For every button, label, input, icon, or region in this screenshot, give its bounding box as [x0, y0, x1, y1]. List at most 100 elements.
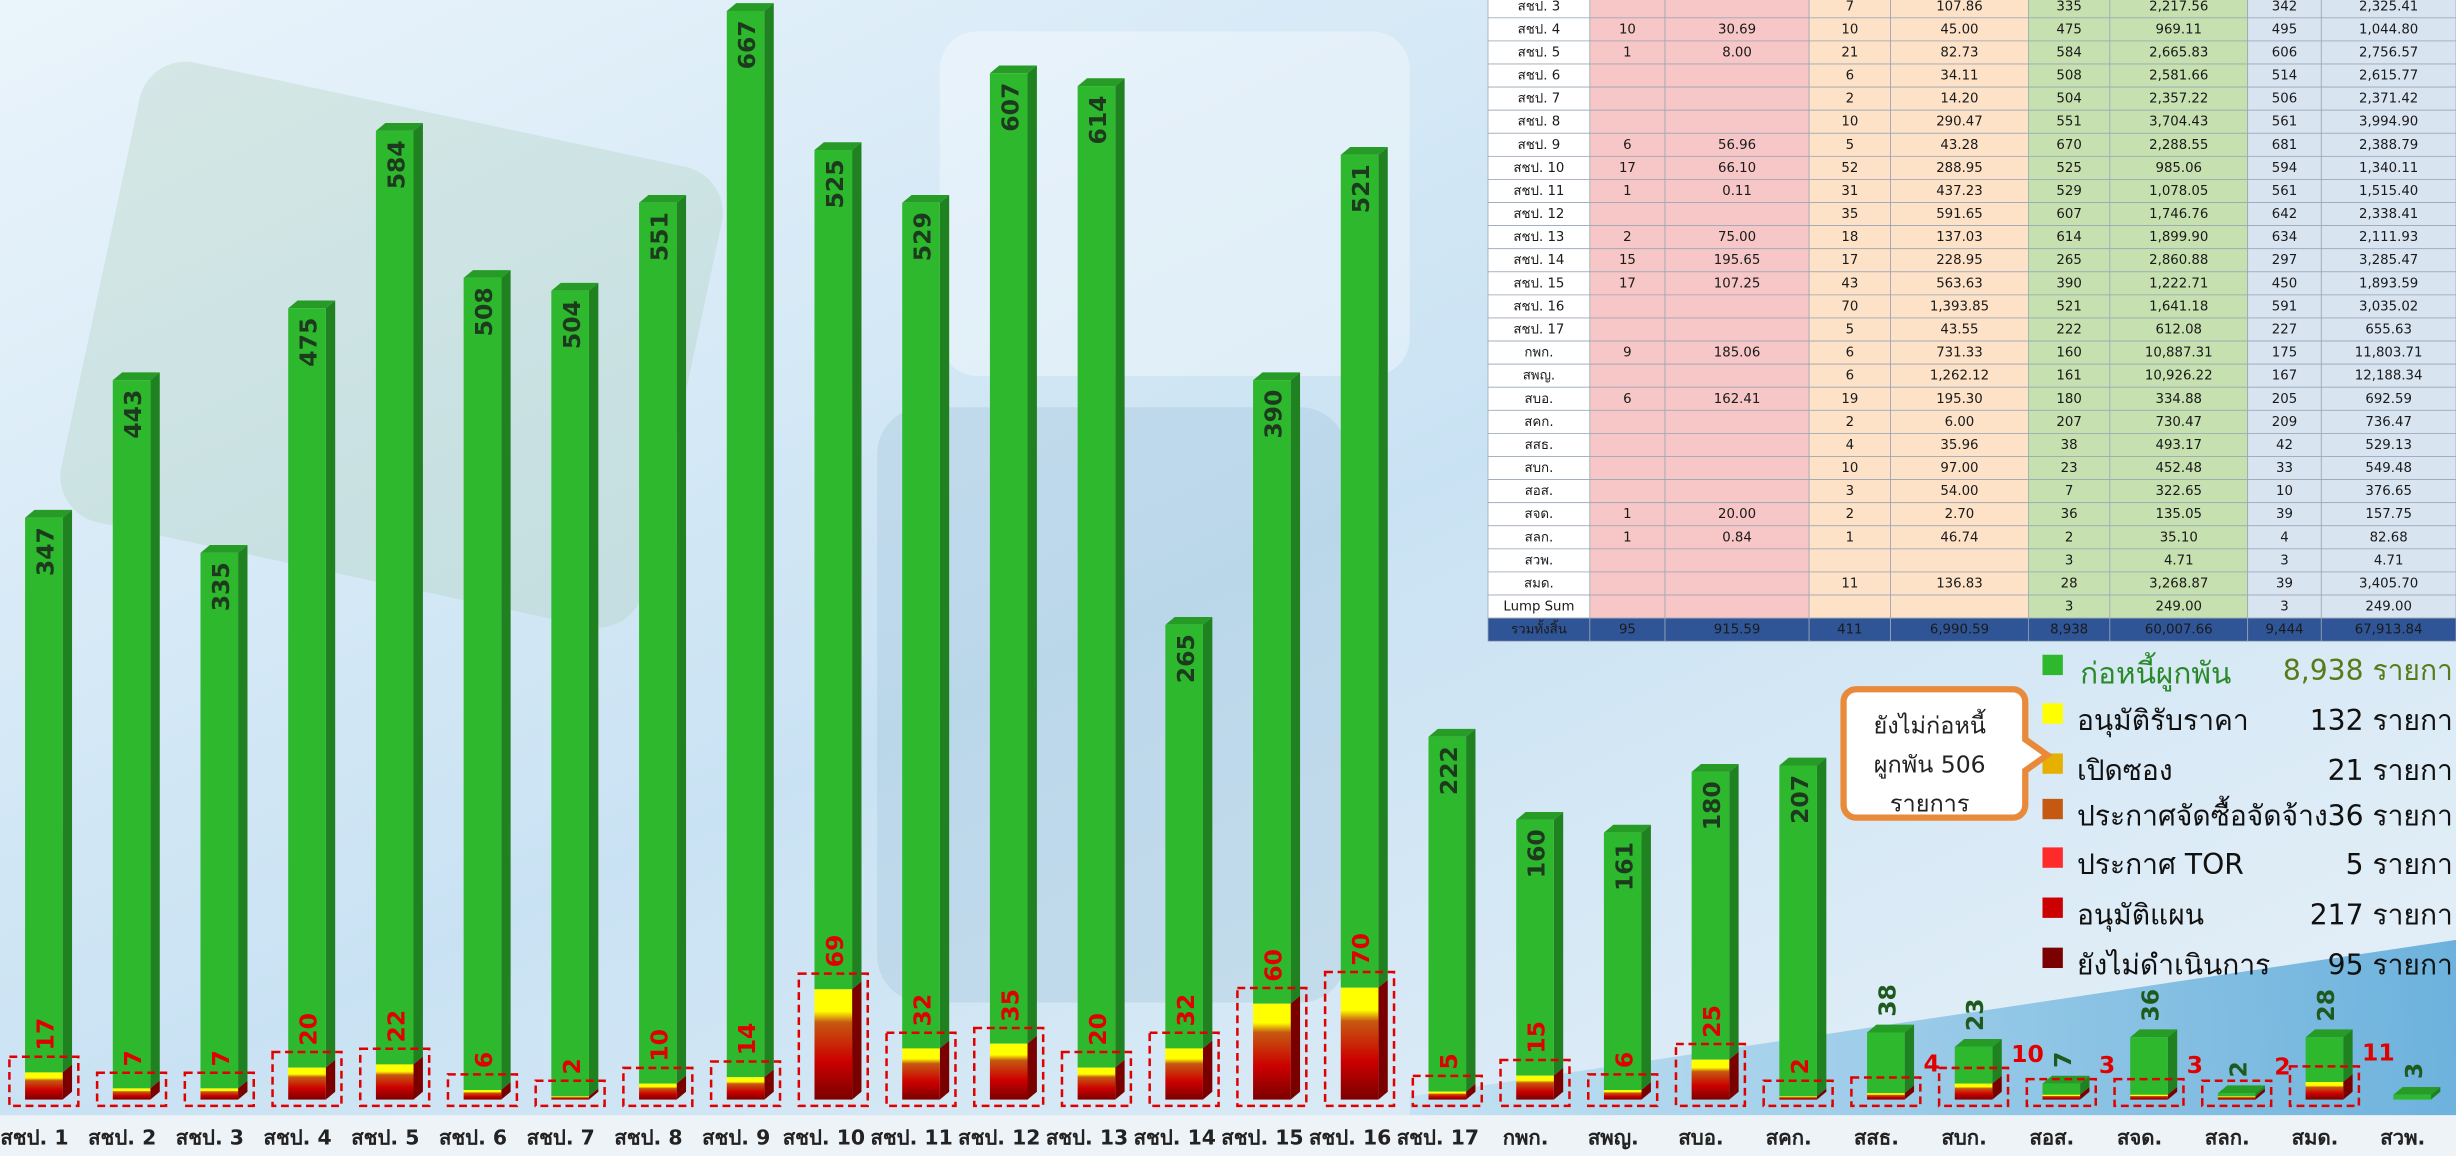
table-cell — [1590, 480, 1665, 503]
table-text: 67,913.84 — [2355, 623, 2423, 638]
pending-bar — [1955, 1084, 1993, 1100]
pending-bar — [288, 1068, 326, 1100]
table-text: 6 — [1623, 392, 1631, 407]
bar-side — [414, 123, 423, 1064]
table-text: 6,990.59 — [1930, 623, 1989, 638]
pending-bar — [1516, 1076, 1554, 1100]
table-text: 612.08 — [2155, 323, 2202, 338]
table-cell — [1891, 595, 2029, 618]
bar-side — [852, 981, 861, 1099]
table-text: 70 — [1841, 299, 1858, 314]
table-text: 614 — [2056, 230, 2081, 245]
table-text: 11,803.71 — [2355, 346, 2423, 361]
table-text: 82.68 — [2370, 530, 2408, 545]
table-text: 2 — [1846, 507, 1854, 522]
pending-label: 20 — [295, 1013, 323, 1046]
table-text: สชป. 4 — [1518, 22, 1561, 37]
bar — [376, 131, 414, 1065]
table-text: 4.71 — [2374, 553, 2404, 568]
table-text: 66.10 — [1718, 161, 1756, 176]
pending-bar — [990, 1044, 1028, 1100]
pending-bar — [1078, 1068, 1116, 1100]
legend-swatch — [2042, 847, 2062, 867]
table-text: 162.41 — [1714, 392, 1761, 407]
table-text: 43.55 — [1940, 323, 1978, 338]
table-text: 334.88 — [2155, 392, 2202, 407]
table-cell — [1665, 480, 1809, 503]
bar-side — [589, 283, 598, 1097]
legend-label: เปิดซอง — [2077, 754, 2173, 787]
x-tick-label: สชป. 3 — [176, 1126, 244, 1150]
table-text: 450 — [2272, 276, 2297, 291]
table-text: 2,371.42 — [2359, 92, 2418, 107]
x-tick-label: สสธ. — [1854, 1126, 1899, 1150]
value-label: 607 — [996, 83, 1024, 132]
value-label: 7 — [2049, 1052, 2077, 1068]
bar — [551, 291, 589, 1097]
legend-swatch — [2042, 655, 2062, 675]
callout-text: รายการ — [1890, 790, 1970, 818]
table-text: 60,007.66 — [2145, 623, 2213, 638]
table-text: 493.17 — [2155, 438, 2202, 453]
table-text: 561 — [2272, 115, 2297, 130]
value-label: 584 — [382, 140, 410, 189]
value-label: 614 — [1084, 95, 1112, 144]
bar-side — [1291, 372, 1300, 1003]
pending-bar — [1779, 1096, 1817, 1099]
table-text: 249.00 — [2155, 600, 2202, 615]
table-text: 3,994.90 — [2359, 115, 2418, 130]
table-text: 506 — [2272, 92, 2297, 107]
table-text: 2.70 — [1945, 507, 1975, 522]
table-text: 1 — [1623, 184, 1631, 199]
table-text: 376.65 — [2365, 484, 2412, 499]
pending-bar — [727, 1077, 765, 1099]
table-cell — [1590, 457, 1665, 480]
table-text: 160 — [2056, 346, 2081, 361]
pending-label: 60 — [1259, 949, 1287, 982]
bar — [1078, 86, 1116, 1068]
legend-count: 8,938 รายกา — [2283, 654, 2453, 687]
table-text: 5 — [1846, 138, 1854, 153]
pending-label: 6 — [1610, 1052, 1638, 1068]
legend-swatch — [2042, 799, 2062, 819]
table-text: 563.63 — [1936, 276, 1983, 291]
bar-side — [1028, 65, 1037, 1043]
bar — [1867, 1032, 1905, 1093]
table-text: 180 — [2056, 392, 2081, 407]
bar — [1955, 1047, 1993, 1084]
x-tick-label: สชป. 13 — [1046, 1126, 1128, 1150]
table-text: 6 — [1846, 369, 1854, 384]
x-tick-label: สชป. 1 — [0, 1126, 68, 1150]
bar-side — [2343, 1029, 2352, 1082]
table-text: 0.11 — [1722, 184, 1752, 199]
table-text: 985.06 — [2155, 161, 2202, 176]
table-text: 75.00 — [1718, 230, 1756, 245]
table-text: 288.95 — [1936, 161, 1983, 176]
table-text: 135.05 — [2155, 507, 2202, 522]
value-label: 443 — [119, 390, 147, 439]
value-label: 551 — [645, 212, 673, 261]
table-text: 9 — [1623, 346, 1631, 361]
value-label: 207 — [1786, 775, 1814, 824]
table-text: 31 — [1841, 184, 1858, 199]
bar-side — [940, 1041, 949, 1100]
table-text: 14.20 — [1940, 92, 1978, 107]
table-text: 2,860.88 — [2149, 253, 2208, 268]
table-text: 227 — [2272, 323, 2297, 338]
table-text: 2,288.55 — [2149, 138, 2208, 153]
pending-label: 2 — [1786, 1058, 1814, 1074]
value-label: 36 — [2137, 989, 2165, 1022]
table-text: 2,388.79 — [2359, 138, 2418, 153]
table-cell — [1665, 457, 1809, 480]
table-text: 136.83 — [1936, 576, 1983, 591]
table-text: 1,641.18 — [2149, 299, 2208, 314]
table-text: 10 — [1841, 22, 1858, 37]
bar-side — [677, 195, 686, 1084]
bar — [814, 150, 852, 989]
pending-bar — [2218, 1096, 2256, 1099]
pending-label: 17 — [31, 1018, 59, 1051]
table-text: 56.96 — [1718, 138, 1756, 153]
table-text: 969.11 — [2155, 22, 2202, 37]
table-text: สชป. 15 — [1513, 276, 1564, 291]
table-text: 175 — [2272, 346, 2297, 361]
